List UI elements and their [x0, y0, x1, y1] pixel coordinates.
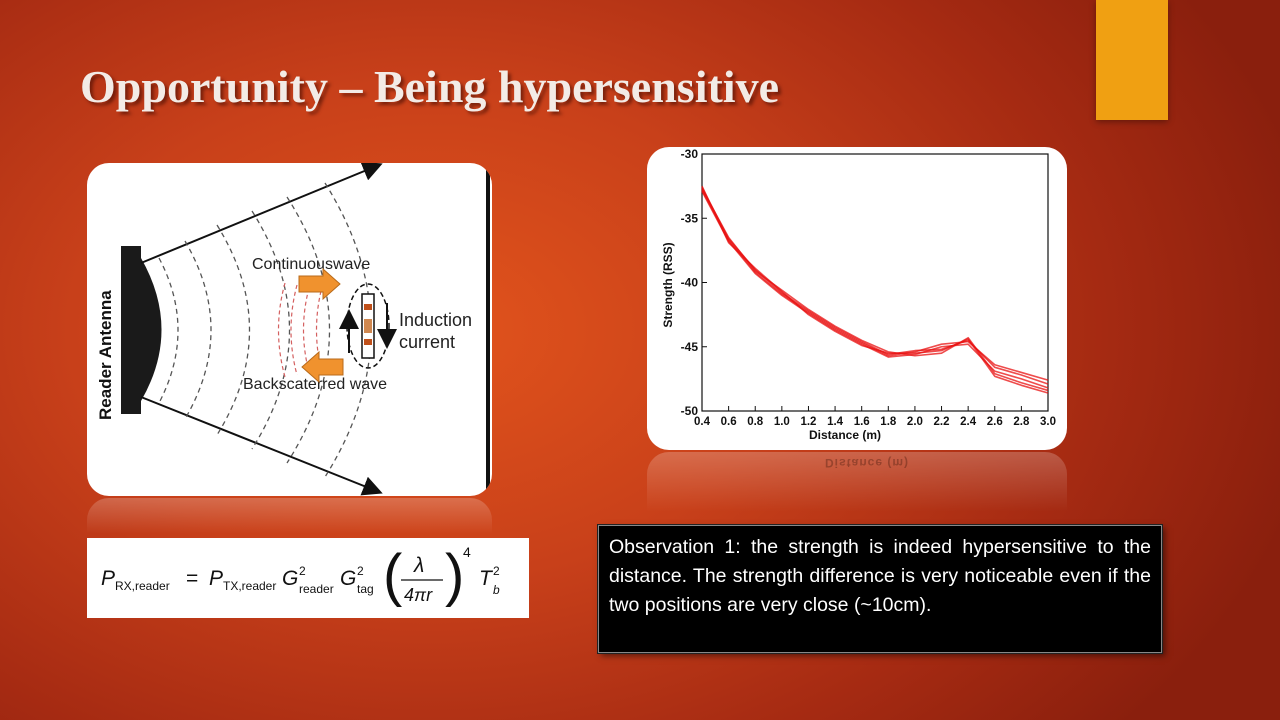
x-tick-label: 2.8 [1013, 416, 1030, 428]
x-tick-label: 2.2 [934, 416, 950, 428]
backscattered-wave-label: Backscaterred wave [243, 376, 387, 393]
y-tick-label: -35 [681, 211, 699, 225]
x-tick-label: 0.6 [721, 416, 737, 428]
accent-bar [1096, 0, 1168, 120]
x-tick-label: 1.6 [854, 416, 870, 428]
formula-right-paren: ) [445, 543, 464, 608]
y-tick-label: -45 [681, 340, 699, 354]
backscattered-wave-arrow [301, 350, 344, 384]
observation-text: Observation 1: the strength is indeed hy… [609, 536, 1151, 616]
chart-reflection-text: Distance (m) [824, 456, 910, 470]
slide-title: Opportunity – Being hypersensitive [80, 61, 780, 112]
series-line [701, 188, 1049, 392]
x-tick-label: 2.6 [987, 416, 1003, 428]
tag-chip-mid [364, 319, 372, 333]
x-tick-label: 3.0 [1040, 416, 1056, 428]
x-axis-ticks: 0.4 0.6 0.8 1.0 1.2 1.4 1.6 1.8 2.0 2.2 2.4 2.6 2.8 3… [694, 406, 1056, 428]
formula-left-paren: ( [383, 543, 402, 608]
formula-t-sub: b [493, 583, 500, 597]
series-line [701, 185, 1049, 394]
diagram-reflection [87, 498, 492, 540]
y-tick-label: -50 [681, 404, 699, 418]
antenna-panel [121, 246, 141, 414]
beam-top-arrow [140, 163, 383, 264]
formula-g1: G [282, 567, 298, 590]
current-label: current [399, 332, 455, 352]
y-axis-ticks: -30 -35 -40 -45 -50 [681, 147, 707, 418]
antenna-diagram-svg: Reader Antenna Continuouswave Backscater… [96, 163, 490, 496]
chart-xlabel: Distance (m) [809, 428, 881, 442]
continuous-wave-arrow [298, 267, 341, 301]
formula-lhs-sub: RX,reader [115, 579, 170, 593]
rss-formula: P RX,reader = P TX,reader G 2 reader G 2… [87, 538, 529, 618]
formula-g2-sup: 2 [357, 564, 364, 578]
rss-chart: -30 -35 -40 -45 -50 0.4 0.6 0.8 1.0 1.2 1.4 1.6 1.8… [661, 147, 1056, 442]
wavefront-arcs [158, 182, 372, 478]
formula-lhs: P [101, 567, 115, 590]
formula-equals: = [186, 567, 198, 590]
x-tick-label: 1.2 [800, 416, 816, 428]
induction-label: Induction [399, 310, 472, 330]
antenna-label: Reader Antenna [96, 290, 115, 420]
chart-plot-area [701, 153, 1049, 412]
beam-bottom-arrow [140, 396, 383, 496]
formula-g2: G [340, 567, 356, 590]
continuous-wave-label: Continuouswave [252, 256, 370, 273]
tag-ellipse [346, 283, 390, 369]
formula-t: T [479, 567, 494, 590]
formula-svg: P RX,reader = P TX,reader G 2 reader G 2… [101, 543, 500, 608]
y-tick-label: -30 [681, 147, 699, 161]
x-tick-label: 1.8 [880, 416, 897, 428]
antenna-dish [141, 258, 162, 401]
formula-power: 4 [463, 544, 471, 560]
chart-series-lines [701, 185, 1049, 394]
formula-g1-sup: 2 [299, 564, 306, 578]
formula-p: P [209, 567, 223, 590]
x-tick-label: 1.0 [774, 416, 790, 428]
observation-box: Observation 1: the strength is indeed hy… [598, 525, 1162, 653]
y-tick-label: -40 [681, 276, 699, 290]
tag-chip-top [364, 304, 372, 310]
tag-chip-bottom [364, 339, 372, 345]
antenna-diagram: Reader Antenna Continuouswave Backscater… [87, 163, 492, 496]
x-tick-label: 2.0 [907, 416, 923, 428]
x-tick-label: 1.4 [827, 416, 844, 428]
x-tick-label: 0.8 [747, 416, 764, 428]
formula-g1-sub: reader [299, 582, 334, 596]
formula-numerator: λ [413, 554, 424, 577]
rss-chart-card: -30 -35 -40 -45 -50 0.4 0.6 0.8 1.0 1.2 1.4 1.6 1.8… [647, 147, 1067, 450]
formula-p-sub: TX,reader [223, 579, 276, 593]
formula-t-sup: 2 [493, 564, 500, 578]
chart-reflection: Distance (m) [647, 452, 1067, 522]
chart-ylabel: Strength (RSS) [661, 242, 675, 327]
x-tick-label: 0.4 [694, 416, 711, 428]
x-tick-label: 2.4 [960, 416, 977, 428]
formula-denominator: 4πr [404, 585, 433, 605]
formula-g2-sub: tag [357, 582, 374, 596]
